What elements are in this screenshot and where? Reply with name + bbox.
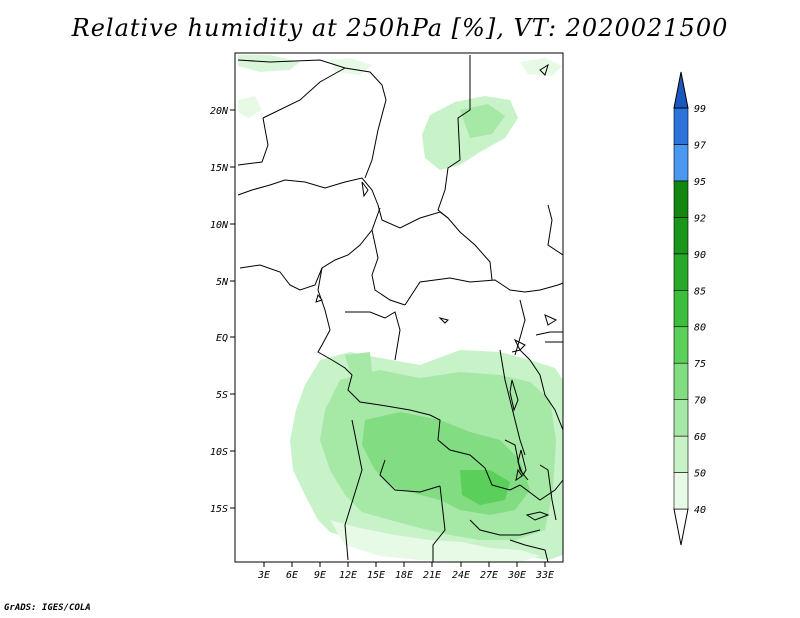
lat-label: 10S <box>210 447 228 458</box>
colorbar-segment <box>673 180 689 218</box>
lat-label: 15N <box>210 163 229 174</box>
colorbar-segment <box>673 217 689 255</box>
map-title: Relative humidity at 250hPa [%], VT: 202… <box>71 14 729 42</box>
colorbar-segment <box>673 472 689 510</box>
credit-text: GrADS: IGES/COLA <box>4 603 91 613</box>
colorbar-label: 85 <box>694 286 706 297</box>
lon-label: 18E <box>395 570 413 581</box>
lon-label: 30E <box>507 570 526 581</box>
colorbar-max-triangle <box>673 71 689 109</box>
colorbar-legend: 40 50 60 70 75 80 85 90 92 95 97 99 <box>673 71 706 546</box>
lat-ticks <box>230 109 235 509</box>
colorbar-label: 95 <box>694 177 706 188</box>
lat-label: 10N <box>210 220 229 231</box>
colorbar-label: 90 <box>694 250 706 261</box>
lat-label: 5S <box>216 390 228 401</box>
colorbar-label: 60 <box>694 432 706 443</box>
colorbar-segment <box>673 362 689 400</box>
colorbar-segment <box>673 107 689 145</box>
lon-label: 6E <box>286 570 298 581</box>
colorbar-segment <box>673 253 689 291</box>
colorbar-label: 99 <box>694 104 706 115</box>
lon-label: 21E <box>423 570 441 581</box>
lon-ticks <box>263 562 546 567</box>
colorbar-label: 50 <box>694 469 706 480</box>
colorbar-label: 70 <box>694 396 706 407</box>
lon-label: 33E <box>535 570 554 581</box>
lon-label: 24E <box>452 570 470 581</box>
lat-label: 20N <box>210 106 229 117</box>
colorbar-segment <box>673 326 689 364</box>
country-borders <box>237 55 564 563</box>
colorbar-label: 80 <box>694 323 706 334</box>
lon-label: 15E <box>367 570 385 581</box>
humidity-fill-layer <box>238 55 563 562</box>
colorbar-label: 75 <box>694 359 706 370</box>
lon-label: 9E <box>314 570 326 581</box>
colorbar-segment <box>673 435 689 473</box>
lon-labels: 3E 6E 9E 12E 15E 18E 21E 24E 27E 30E 33E <box>257 570 554 581</box>
colorbar-min-triangle <box>673 508 689 546</box>
lon-label: 3E <box>257 570 270 581</box>
colorbar-segment <box>673 144 689 182</box>
colorbar-label: 97 <box>694 140 706 151</box>
colorbar-segment <box>673 289 689 328</box>
lon-label: 12E <box>339 570 357 581</box>
lat-label: 15S <box>210 504 228 515</box>
lon-label: 27E <box>480 570 498 581</box>
colorbar-label: 40 <box>694 505 706 516</box>
lat-labels: 20N 15N 10N 5N EQ 5S 10S 15S <box>210 106 229 515</box>
map-frame <box>234 52 564 563</box>
colorbar-segment <box>673 399 689 437</box>
lat-label: EQ <box>216 333 228 344</box>
colorbar-label: 92 <box>694 213 706 224</box>
lat-label: 5N <box>216 277 229 288</box>
